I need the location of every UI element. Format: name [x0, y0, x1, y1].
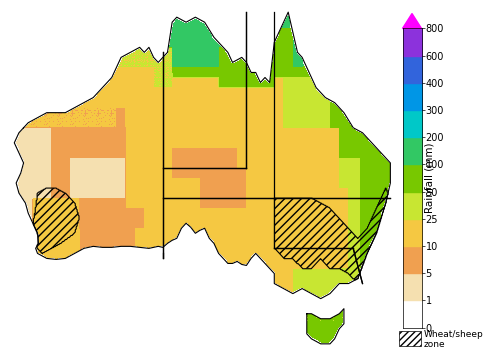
Bar [398, 331, 420, 346]
Polygon shape [402, 14, 421, 28]
Text: Wheat/sheep
zone: Wheat/sheep zone [424, 330, 483, 349]
Text: Rainfall (mm): Rainfall (mm) [425, 143, 435, 213]
